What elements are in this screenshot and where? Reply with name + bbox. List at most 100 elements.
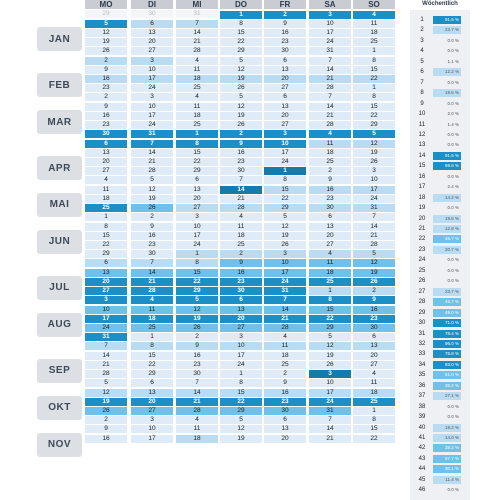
day-cell[interactable]: 9 xyxy=(85,425,127,434)
day-cell[interactable]: 11 xyxy=(264,342,306,351)
day-cell[interactable]: 10 xyxy=(131,65,173,74)
day-cell[interactable]: 6 xyxy=(264,416,306,425)
day-cell[interactable]: 23 xyxy=(264,397,306,406)
day-cell[interactable]: 11 xyxy=(353,19,395,28)
day-cell[interactable]: 14 xyxy=(264,305,306,314)
day-cell[interactable]: 18 xyxy=(85,194,127,203)
day-cell[interactable]: 31 xyxy=(264,287,306,296)
day-cell[interactable]: 20 xyxy=(220,314,262,323)
day-cell[interactable]: 5 xyxy=(353,130,395,139)
day-cell[interactable]: 20 xyxy=(309,231,351,240)
day-cell[interactable]: 12 xyxy=(220,102,262,111)
day-cell[interactable]: 15 xyxy=(220,388,262,397)
day-cell[interactable]: 17 xyxy=(264,268,306,277)
day-cell[interactable]: 29 xyxy=(176,167,218,176)
day-cell[interactable]: 31 xyxy=(85,333,127,342)
day-cell[interactable]: 24 xyxy=(353,194,395,203)
day-cell[interactable]: 24 xyxy=(131,84,173,93)
day-cell[interactable]: 29 xyxy=(309,323,351,332)
day-cell[interactable]: 17 xyxy=(309,28,351,37)
day-cell[interactable]: 15 xyxy=(176,268,218,277)
day-cell[interactable]: 21 xyxy=(131,277,173,286)
day-cell[interactable]: 23 xyxy=(264,38,306,47)
day-cell[interactable]: 26 xyxy=(309,360,351,369)
day-cell[interactable]: 25 xyxy=(309,277,351,286)
day-cell[interactable]: 24 xyxy=(264,158,306,167)
day-cell[interactable]: 21 xyxy=(353,231,395,240)
day-cell[interactable]: 16 xyxy=(220,148,262,157)
day-cell[interactable]: 25 xyxy=(176,84,218,93)
day-cell[interactable]: 13 xyxy=(264,102,306,111)
day-cell[interactable]: 8 xyxy=(309,296,351,305)
day-cell[interactable]: 10 xyxy=(176,222,218,231)
day-cell[interactable]: 25 xyxy=(353,397,395,406)
day-cell[interactable]: 14 xyxy=(176,388,218,397)
day-cell[interactable]: 13 xyxy=(85,268,127,277)
day-cell[interactable]: 15 xyxy=(353,425,395,434)
day-cell[interactable]: 23 xyxy=(309,194,351,203)
day-cell[interactable]: 22 xyxy=(353,434,395,443)
day-cell[interactable]: 8 xyxy=(353,56,395,65)
day-cell[interactable]: 29 xyxy=(220,47,262,56)
day-cell[interactable]: 12 xyxy=(353,139,395,148)
day-cell[interactable]: 9 xyxy=(131,222,173,231)
day-cell[interactable]: 30 xyxy=(85,130,127,139)
day-cell[interactable]: 21 xyxy=(309,434,351,443)
day-cell[interactable]: 28 xyxy=(353,241,395,249)
day-cell[interactable]: 3 xyxy=(264,130,306,139)
day-cell[interactable]: 11 xyxy=(176,65,218,74)
day-cell[interactable]: 2 xyxy=(176,333,218,342)
day-cell[interactable]: 4 xyxy=(309,250,351,259)
day-cell[interactable]: 30 xyxy=(264,47,306,56)
day-cell[interactable]: 1 xyxy=(176,250,218,259)
day-cell[interactable]: 26 xyxy=(176,323,218,332)
day-cell[interactable]: 2 xyxy=(85,93,127,102)
day-cell[interactable]: 20 xyxy=(131,397,173,406)
day-cell[interactable]: 12 xyxy=(85,28,127,37)
day-cell[interactable]: 16 xyxy=(353,305,395,314)
day-cell[interactable]: 23 xyxy=(220,277,262,286)
day-cell[interactable]: 22 xyxy=(353,75,395,84)
day-cell[interactable]: 7 xyxy=(353,213,395,222)
day-cell[interactable]: 18 xyxy=(131,314,173,323)
day-cell[interactable]: 26 xyxy=(220,84,262,93)
day-cell[interactable]: 8 xyxy=(85,222,127,231)
day-cell[interactable]: 23 xyxy=(353,314,395,323)
day-cell[interactable]: 21 xyxy=(176,38,218,47)
day-cell[interactable]: 14 xyxy=(131,148,173,157)
day-cell[interactable]: 17 xyxy=(131,111,173,120)
day-cell[interactable]: 4 xyxy=(131,296,173,305)
day-cell[interactable]: 19 xyxy=(220,111,262,120)
day-cell[interactable]: 25 xyxy=(264,360,306,369)
day-cell[interactable]: 11 xyxy=(176,102,218,111)
day-cell[interactable]: 5 xyxy=(220,93,262,102)
day-cell[interactable]: 30 xyxy=(264,406,306,415)
day-cell[interactable]: 5 xyxy=(220,416,262,425)
day-cell[interactable]: 15 xyxy=(353,65,395,74)
day-cell[interactable]: 10 xyxy=(264,259,306,268)
day-cell[interactable]: 3 xyxy=(85,296,127,305)
day-cell[interactable]: 17 xyxy=(353,185,395,194)
day-cell[interactable]: 27 xyxy=(309,241,351,249)
day-cell[interactable]: 2 xyxy=(131,213,173,222)
day-cell[interactable]: 16 xyxy=(220,268,262,277)
day-cell[interactable]: 8 xyxy=(220,379,262,388)
day-cell[interactable]: 17 xyxy=(85,314,127,323)
day-cell[interactable]: 21 xyxy=(220,194,262,203)
day-cell[interactable]: 20 xyxy=(176,194,218,203)
day-cell[interactable]: 16 xyxy=(85,434,127,443)
day-cell[interactable]: 10 xyxy=(309,379,351,388)
day-cell[interactable]: 22 xyxy=(220,397,262,406)
day-cell[interactable]: 24 xyxy=(309,38,351,47)
day-cell[interactable]: 20 xyxy=(353,351,395,360)
day-cell[interactable]: 18 xyxy=(309,268,351,277)
day-cell[interactable]: 25 xyxy=(131,323,173,332)
day-cell[interactable]: 6 xyxy=(131,19,173,28)
day-cell[interactable]: 20 xyxy=(85,277,127,286)
day-cell[interactable]: 17 xyxy=(131,434,173,443)
day-cell[interactable]: 23 xyxy=(85,84,127,93)
day-cell[interactable]: 4 xyxy=(353,10,395,19)
day-cell[interactable]: 7 xyxy=(309,56,351,65)
day-cell[interactable]: 29 xyxy=(220,406,262,415)
day-cell[interactable]: 11 xyxy=(85,185,127,194)
